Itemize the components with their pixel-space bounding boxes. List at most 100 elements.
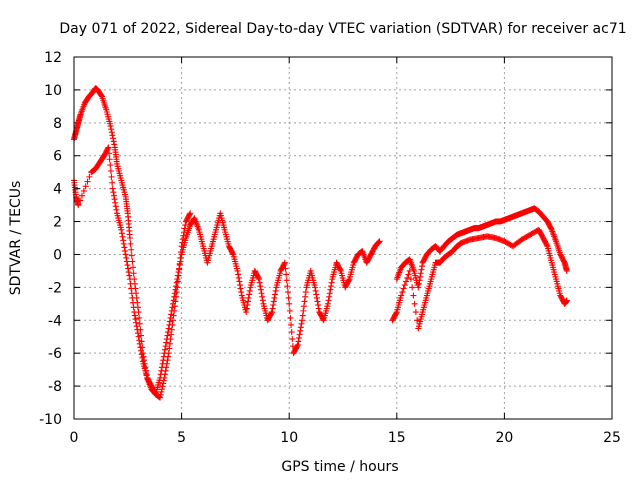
data-point <box>246 291 253 298</box>
data-point <box>243 309 250 316</box>
data-point <box>126 272 133 279</box>
data-point <box>129 258 136 265</box>
data-point <box>179 239 186 246</box>
data-point <box>299 312 306 319</box>
data-point <box>393 310 400 317</box>
data-point <box>543 242 550 249</box>
data-point <box>286 300 293 307</box>
chart-title: Day 071 of 2022, Sidereal Day-to-day VTE… <box>59 21 626 37</box>
data-point <box>182 222 189 229</box>
data-point <box>133 319 140 326</box>
data-point <box>284 289 291 296</box>
data-point <box>135 333 142 340</box>
data-point <box>107 162 114 169</box>
data-point <box>108 126 115 133</box>
data-point <box>404 274 411 281</box>
data-point <box>110 192 117 199</box>
data-point <box>401 282 408 289</box>
data-point <box>163 339 170 346</box>
data-point <box>171 303 178 310</box>
data-point <box>158 388 165 395</box>
data-point <box>160 380 167 387</box>
data-point <box>164 357 171 364</box>
data-point <box>271 294 278 301</box>
data-point <box>177 254 184 261</box>
data-point <box>131 309 138 316</box>
data-point <box>237 282 244 289</box>
x-tick-label: 5 <box>177 430 186 446</box>
data-point <box>186 211 193 218</box>
data-point <box>416 277 423 284</box>
data-point <box>170 312 177 319</box>
data-point <box>320 316 327 323</box>
data-point <box>328 279 335 286</box>
data-point <box>181 229 188 236</box>
data-point <box>326 293 333 300</box>
y-tick-label: 2 <box>53 215 62 231</box>
data-point <box>127 240 134 247</box>
data-point <box>120 237 127 244</box>
plot-frame <box>73 56 613 420</box>
data-point <box>165 329 172 336</box>
data-point <box>255 274 262 281</box>
data-point <box>107 123 114 130</box>
data-point <box>313 294 320 301</box>
data-point <box>173 289 180 296</box>
data-point <box>281 259 288 266</box>
data-point <box>288 329 295 336</box>
data-point <box>111 196 118 203</box>
data-point <box>345 277 352 284</box>
x-tick-label: 20 <box>495 430 513 446</box>
x-axis-label: GPS time / hours <box>281 459 398 475</box>
data-point <box>268 310 275 317</box>
data-point <box>136 337 143 344</box>
data-points <box>71 85 570 401</box>
data-point <box>80 187 87 194</box>
x-tick-label: 25 <box>603 430 621 446</box>
data-point <box>165 353 172 360</box>
data-point <box>302 289 309 296</box>
data-point <box>130 299 137 306</box>
data-point <box>169 317 176 324</box>
data-point <box>270 301 277 308</box>
data-point <box>376 238 383 245</box>
data-point <box>328 283 335 290</box>
data-point <box>78 192 85 199</box>
data-point <box>287 314 294 321</box>
data-point <box>136 340 143 347</box>
y-tick-label: -10 <box>39 412 62 428</box>
data-point <box>128 252 135 259</box>
data-point <box>298 320 305 327</box>
data-point <box>174 284 181 291</box>
data-point <box>124 262 131 269</box>
data-point <box>160 377 167 384</box>
data-point <box>409 284 416 291</box>
data-point <box>258 290 265 297</box>
data-point <box>337 266 344 273</box>
data-point <box>405 271 412 278</box>
data-point <box>325 297 332 304</box>
data-point <box>245 294 252 301</box>
data-point <box>296 331 303 338</box>
data-point <box>165 325 172 332</box>
data-point <box>281 260 288 267</box>
data-point <box>270 298 277 305</box>
data-point <box>98 92 105 99</box>
y-tick-label: -8 <box>48 379 62 395</box>
data-point <box>77 197 84 204</box>
data-point <box>171 307 178 314</box>
data-point <box>176 266 183 273</box>
data-point <box>118 230 125 237</box>
data-point <box>313 291 320 298</box>
y-tick-label: 10 <box>44 83 62 99</box>
data-point <box>411 300 418 307</box>
data-point <box>120 240 127 247</box>
data-point <box>294 343 301 350</box>
data-point <box>236 278 243 285</box>
data-point <box>187 210 194 217</box>
x-tick-label: 10 <box>280 430 298 446</box>
data-point <box>134 326 141 333</box>
y-tick-label: 0 <box>53 247 62 263</box>
data-point <box>414 317 421 324</box>
y-tick-label: 8 <box>53 116 62 132</box>
